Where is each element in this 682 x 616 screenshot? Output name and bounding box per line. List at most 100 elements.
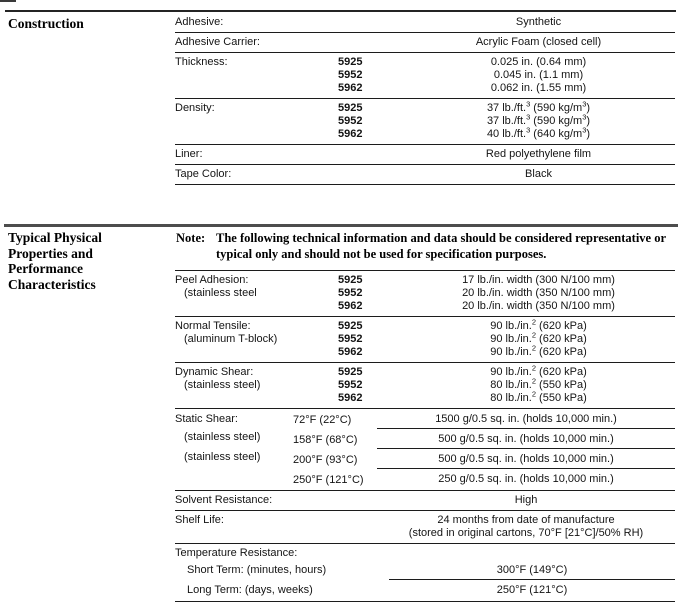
table-row-solvent-resistance: Solvent Resistance: High [175,491,675,511]
table-row-peel-adhesion: Peel Adhesion: (stainless steel 5925 595… [175,271,675,317]
row-label: Tape Color: [175,168,232,180]
row-value: 20 lb./in. width (350 N/100 mm) [462,300,615,312]
table-row-tape-color: Tape Color: Black [175,165,675,185]
row-label: Peel Adhesion: [175,274,249,286]
section-heading-typical-properties: Typical Physical Properties and Performa… [8,230,168,292]
row-sublabel: (stainless steel) [184,379,261,391]
row-value: 40 lb./ft.3 (640 kg/m3) [486,125,591,140]
row-sublabel-wrap: (stainless steel) [175,429,293,445]
product-code: 5925 [338,366,363,378]
static-shear-row: Static Shear: 72°F (22°C) 1500 g/0.5 sq.… [175,409,675,429]
row-sublabel: (stainless steel [184,287,257,299]
row-value: 0.062 in. (1.55 mm) [490,82,587,94]
row-value: 20 lb./in. width (350 N/100 mm) [462,287,615,299]
row-label: Solvent Resistance: [175,494,273,506]
product-code: 5952 [338,379,363,391]
note-text-line1: The following technical information and … [216,231,652,245]
row-value-column: 90 lb./in.2 (620 kPa) 80 lb./in.2 (550 k… [402,363,675,405]
row-label: Liner: [175,148,203,160]
row-label: Normal Tensile: [175,320,251,332]
row-label: Static Shear: [175,413,238,425]
row-value: 37 lb./ft.3 (590 kg/m3) [486,99,591,114]
table-row-temperature-resistance: Temperature Resistance: Short Term: (min… [175,544,675,602]
row-value: 500 g/0.5 sq. in. (holds 10,000 min.) [377,429,675,449]
row-value: 500 g/0.5 sq. in. (holds 10,000 min.) [377,449,675,469]
row-value: 80 lb./in.2 (550 kPa) [490,376,587,391]
product-code: 5925 [338,56,363,68]
product-code: 5925 [338,320,363,332]
heading-line: Typical Physical [8,230,102,245]
representative-data-note: Note: The following technical informatio… [176,231,678,262]
row-label: Thickness: [175,56,228,68]
row-label-column: Dynamic Shear: (stainless steel) [175,366,338,392]
row-label: Shelf Life: [175,514,224,526]
row-value: Synthetic [515,16,562,28]
table-row-adhesive: Adhesive: Synthetic [175,13,675,33]
row-value: Black [525,168,552,180]
row-label: Dynamic Shear: [175,366,254,378]
note-label: Note: [176,231,206,245]
temperature-resistance-row: Short Term: (minutes, hours) 300°F (149°… [175,560,675,580]
row-value-column: 90 lb./in.2 (620 kPa) 90 lb./in.2 (620 k… [402,317,675,359]
row-value-line2: (stored in original cartons, 70°F [21°C]… [408,527,644,539]
section-heading-construction: Construction [8,16,84,31]
row-sublabel: (stainless steel) [184,431,261,443]
product-code: 5925 [338,102,363,114]
row-value: 37 lb./ft.3 (590 kg/m3) [486,112,591,127]
note-text-line2: or typical only and should not be used f… [216,231,666,261]
product-code-column: 5925 5952 5962 [338,56,402,95]
row-label: Density: [175,102,215,114]
section-divider-rule [4,224,678,227]
row-sublabel-wrap [175,469,293,473]
product-code: 5952 [338,69,363,81]
row-value-column: 37 lb./ft.3 (590 kg/m3) 37 lb./ft.3 (590… [402,99,675,141]
table-row-liner: Liner: Red polyethylene film [175,145,675,165]
product-code: 5925 [338,274,363,286]
product-code: 5962 [338,346,363,358]
row-value: 90 lb./in.2 (620 kPa) [490,363,587,378]
table-row-static-shear: Static Shear: 72°F (22°C) 1500 g/0.5 sq.… [175,409,675,491]
row-value: 300°F (149°C) [389,560,675,580]
static-shear-row: (stainless steel) 158°F (68°C) 500 g/0.5… [175,429,675,449]
row-value: 90 lb./in.2 (620 kPa) [490,343,587,358]
heading-line: Performance [8,261,83,276]
row-sublabel: Long Term: (days, weeks) [187,584,313,596]
table-row-thickness: Thickness: 5925 5952 5962 0.025 in. (0.6… [175,53,675,99]
row-label: Temperature Resistance: [175,547,298,559]
row-value: High [514,494,538,506]
row-value-column: 0.025 in. (0.64 mm) 0.045 in. (1.1 mm) 0… [402,56,675,95]
row-sublabel: (aluminum T-block) [184,333,278,345]
typical-properties-table: Peel Adhesion: (stainless steel 5925 595… [175,270,675,602]
row-value: Red polyethylene film [485,148,592,160]
product-code: 5962 [338,82,363,94]
test-temperature: 158°F (68°C) [293,434,358,446]
row-value: Acrylic Foam (closed cell) [475,36,602,48]
product-code: 5952 [338,115,363,127]
table-row-normal-tensile: Normal Tensile: (aluminum T-block) 5925 … [175,317,675,363]
table-row-density: Density: 5925 5952 5962 37 lb./ft.3 (590… [175,99,675,145]
row-value: 90 lb./in.2 (620 kPa) [490,330,587,345]
row-value: 90 lb./in.2 (620 kPa) [490,317,587,332]
product-code-column: 5925 5952 5962 [338,274,402,313]
row-sublabel: Short Term: (minutes, hours) [187,564,327,576]
product-code-column: 5925 5952 5962 [338,102,402,141]
row-value-column: 24 months from date of manufacture (stor… [377,514,675,540]
static-shear-row: (stainless steel) 200°F (93°C) 500 g/0.5… [175,449,675,469]
row-sublabel: (stainless steel) [184,451,261,463]
row-value: 80 lb./in.2 (550 kPa) [490,389,587,404]
row-label-column: Normal Tensile: (aluminum T-block) [175,320,338,346]
product-code-column: 5925 5952 5962 [338,366,402,405]
product-code: 5952 [338,333,363,345]
row-value: 250°F (121°C) [496,584,568,596]
table-row-shelf-life: Shelf Life: 24 months from date of manuf… [175,511,675,544]
product-code: 5962 [338,300,363,312]
product-code: 5962 [338,128,363,140]
row-label-column: Peel Adhesion: (stainless steel [175,274,338,300]
row-value: 0.025 in. (0.64 mm) [490,56,587,68]
test-temperature: 250°F (121°C) [293,474,364,486]
row-value: 250 g/0.5 sq. in. (holds 10,000 min.) [438,473,614,485]
table-row-adhesive-carrier: Adhesive Carrier: Acrylic Foam (closed c… [175,33,675,53]
static-shear-row: 250°F (121°C) 250 g/0.5 sq. in. (holds 1… [175,469,675,488]
row-value: 1500 g/0.5 sq. in. (holds 10,000 min.) [377,409,675,429]
row-label: Adhesive Carrier: [175,36,260,48]
